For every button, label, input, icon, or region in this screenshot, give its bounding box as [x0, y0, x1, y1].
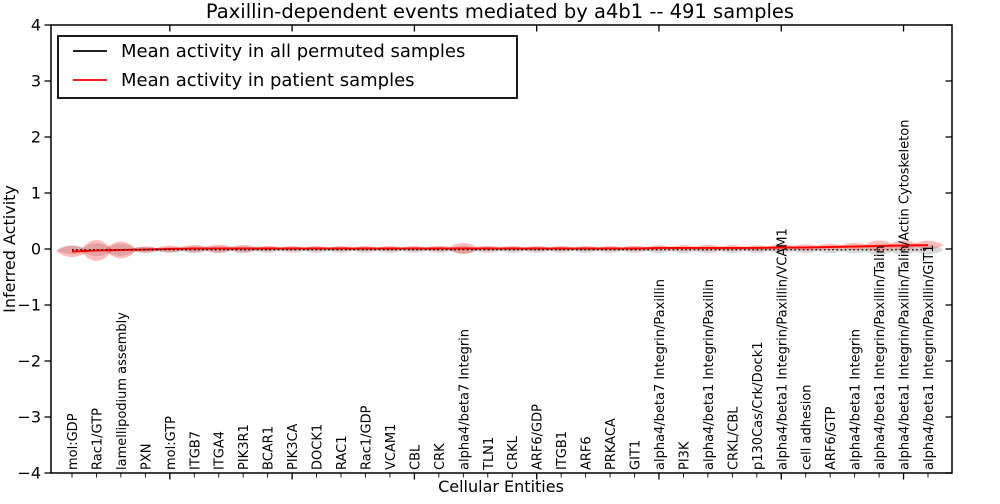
x-category-label: mol:GTP: [164, 416, 179, 470]
x-category-label: ITGA4: [213, 431, 228, 470]
x-category-label: BCAR1: [262, 426, 277, 470]
x-category-label: alpha4/beta1 Integrin/Paxillin/VCAM1: [775, 228, 790, 470]
y-axis-label: Inferred Activity: [0, 185, 19, 313]
x-category-label: ITGB1: [555, 431, 570, 470]
x-category-label: ARF6: [580, 436, 595, 470]
x-category-label: ITGB7: [188, 431, 203, 470]
x-category-label: ARF6/GDP: [531, 404, 546, 470]
x-category-label: alpha4/beta7 Integrin/Paxillin: [653, 279, 668, 470]
x-category-label: alpha4/beta1 Integrin/Paxillin/Talin: [873, 245, 888, 470]
x-category-label: p130Cas/Crk/Dock1: [751, 341, 766, 470]
x-category-label: TLN1: [482, 437, 497, 471]
x-category-label: alpha4/beta1 Integrin/Paxillin/GIT1: [922, 244, 937, 470]
x-category-label: alpha4/beta1 Integrin/Paxillin/Talin/Act…: [898, 120, 913, 470]
x-category-label: alpha4/beta7 Integrin: [457, 329, 472, 470]
x-category-label: mol:GDP: [66, 413, 81, 470]
x-category-label: PRKACA: [604, 418, 619, 470]
x-category-label: PIK3CA: [286, 423, 301, 470]
y-tick-label: 0: [31, 240, 41, 259]
x-category-label: cell adhesion: [800, 384, 815, 470]
x-category-label: alpha4/beta1 Integrin: [849, 329, 864, 470]
chart-title: Paxillin-dependent events mediated by a4…: [206, 0, 794, 23]
x-category-label: alpha4/beta1 Integrin/Paxillin: [702, 279, 717, 470]
x-category-label: PIK3R1: [237, 424, 252, 470]
x-category-label: DOCK1: [311, 424, 326, 470]
y-tick-label: 3: [31, 72, 41, 91]
y-tick-label: 4: [31, 16, 41, 35]
x-category-label: Rac1/GTP: [90, 408, 105, 470]
x-category-label: Rac1/GDP: [359, 405, 374, 470]
x-category-label: RAC1: [335, 435, 350, 470]
x-category-label: lamellipodium assembly: [115, 312, 130, 470]
x-category-labels: mol:GDP Rac1/GTP lamellipodium assembly PXN…: [66, 120, 937, 471]
y-tick-label: −1: [17, 296, 41, 315]
axis-ticks: [44, 24, 952, 480]
legend: Mean activity in all permuted samples Me…: [57, 35, 518, 99]
mean-lines: [71, 244, 929, 253]
permuted-samples-distribution-shape: [911, 244, 944, 255]
x-category-label: VCAM1: [384, 424, 399, 470]
x-axis-label: Cellular Entities: [438, 477, 564, 496]
y-tick-label: −3: [17, 408, 41, 427]
permuted-samples-distribution-shape: [887, 244, 920, 255]
legend-label-permuted: Mean activity in all permuted samples: [121, 41, 465, 62]
x-category-label: CRK: [433, 443, 448, 470]
x-category-label: ARF6/GTP: [824, 406, 839, 470]
x-category-label: CRKL/CBL: [726, 406, 741, 470]
x-category-label: PXN: [139, 444, 154, 470]
x-category-label: CBL: [408, 444, 423, 470]
y-tick-labels: 4 3 2 1 0 −1 −2 −3 −4: [17, 16, 41, 483]
y-tick-label: −4: [17, 464, 41, 483]
legend-box: [57, 35, 518, 99]
y-tick-label: −2: [17, 352, 41, 371]
y-tick-label: 1: [31, 184, 41, 203]
x-category-label: CRKL: [506, 435, 521, 470]
mean-line-patient: [71, 244, 929, 253]
x-category-label: GIT1: [629, 440, 644, 470]
y-tick-label: 2: [31, 128, 41, 147]
legend-label-patient: Mean activity in patient samples: [121, 70, 415, 91]
x-category-label: PI3K: [677, 441, 692, 470]
